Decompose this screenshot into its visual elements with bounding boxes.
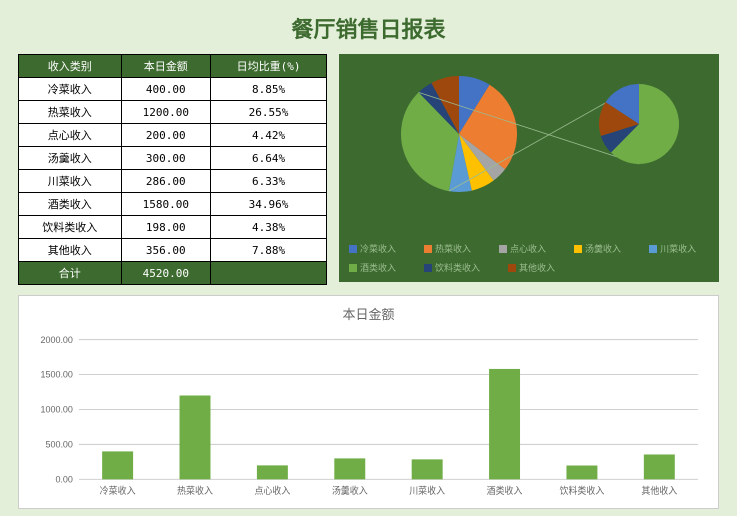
- legend-item: 汤羹收入: [574, 242, 621, 255]
- legend-label: 酒类收入: [360, 261, 396, 274]
- table-cell: 其他收入: [19, 239, 122, 262]
- table-row: 点心收入200.004.42%: [19, 124, 327, 147]
- bar: [102, 451, 133, 479]
- legend-label: 川菜收入: [660, 242, 696, 255]
- table-row: 饮料类收入198.004.38%: [19, 216, 327, 239]
- legend-swatch: [574, 245, 582, 253]
- svg-text:1000.00: 1000.00: [40, 404, 72, 414]
- table-cell: 酒类收入: [19, 193, 122, 216]
- table-cell: 200.00: [121, 124, 211, 147]
- table-cell: 7.88%: [211, 239, 327, 262]
- table-cell: 热菜收入: [19, 101, 122, 124]
- svg-text:其他收入: 其他收入: [641, 485, 677, 496]
- legend-item: 冷菜收入: [349, 242, 396, 255]
- bar: [180, 395, 211, 479]
- table-header: 日均比重(%): [211, 55, 327, 78]
- legend-label: 饮料类收入: [435, 261, 480, 274]
- bar: [257, 465, 288, 479]
- table-cell: 6.64%: [211, 147, 327, 170]
- table-cell: 汤羹收入: [19, 147, 122, 170]
- table-row: 其他收入356.007.88%: [19, 239, 327, 262]
- table-row: 酒类收入1580.0034.96%: [19, 193, 327, 216]
- legend-label: 冷菜收入: [360, 242, 396, 255]
- svg-text:冷菜收入: 冷菜收入: [100, 485, 136, 496]
- table-cell: 冷菜收入: [19, 78, 122, 101]
- legend-swatch: [508, 264, 516, 272]
- bar: [412, 459, 443, 479]
- table-row: 川菜收入286.006.33%: [19, 170, 327, 193]
- legend-item: 其他收入: [508, 261, 555, 274]
- legend-item: 点心收入: [499, 242, 546, 255]
- svg-text:0.00: 0.00: [55, 474, 72, 484]
- table-row: 汤羹收入300.006.64%: [19, 147, 327, 170]
- table-row: 冷菜收入400.008.85%: [19, 78, 327, 101]
- bar-chart-panel: 本日金额 0.00 500.00 1000.00 1500.00 2000.00 冷菜收入…: [18, 295, 719, 509]
- table-cell: 400.00: [121, 78, 211, 101]
- table-cell: 8.85%: [211, 78, 327, 101]
- svg-text:点心收入: 点心收入: [254, 485, 290, 496]
- table-cell: 198.00: [121, 216, 211, 239]
- svg-text:热菜收入: 热菜收入: [177, 485, 213, 496]
- legend-swatch: [424, 264, 432, 272]
- legend-item: 酒类收入: [349, 261, 396, 274]
- table-cell: 300.00: [121, 147, 211, 170]
- legend-swatch: [349, 264, 357, 272]
- svg-text:2000.00: 2000.00: [40, 335, 72, 345]
- legend-swatch: [424, 245, 432, 253]
- legend-item: 川菜收入: [649, 242, 696, 255]
- bar: [489, 369, 520, 479]
- table-cell: 饮料类收入: [19, 216, 122, 239]
- table-cell: 4.38%: [211, 216, 327, 239]
- legend-swatch: [499, 245, 507, 253]
- income-table: 收入类别本日金额日均比重(%) 冷菜收入400.008.85%热菜收入1200.…: [18, 54, 327, 285]
- svg-text:1500.00: 1500.00: [40, 369, 72, 379]
- table-cell: 4.42%: [211, 124, 327, 147]
- bar: [334, 458, 365, 479]
- table-cell: 4520.00: [121, 262, 211, 285]
- table-cell: 川菜收入: [19, 170, 122, 193]
- svg-text:川菜收入: 川菜收入: [409, 485, 445, 496]
- table-cell: 合计: [19, 262, 122, 285]
- page-title: 餐厅销售日报表: [0, 0, 737, 54]
- legend-label: 点心收入: [510, 242, 546, 255]
- svg-text:500.00: 500.00: [45, 439, 72, 449]
- bar-chart: 0.00 500.00 1000.00 1500.00 2000.00 冷菜收入 热菜收入 点…: [29, 329, 708, 509]
- legend-item: 热菜收入: [424, 242, 471, 255]
- table-header: 收入类别: [19, 55, 122, 78]
- table-cell: 6.33%: [211, 170, 327, 193]
- svg-text:饮料类收入: 饮料类收入: [559, 485, 604, 496]
- table-cell: 点心收入: [19, 124, 122, 147]
- table-cell: 356.00: [121, 239, 211, 262]
- legend-label: 其他收入: [519, 261, 555, 274]
- legend-item: 饮料类收入: [424, 261, 480, 274]
- svg-text:汤羹收入: 汤羹收入: [332, 485, 368, 496]
- legend-swatch: [349, 245, 357, 253]
- pie-legend: 冷菜收入 热菜收入 点心收入 汤羹收入 川菜收入酒类收入 饮料类收入 其他收入: [349, 242, 709, 274]
- table-header: 本日金额: [121, 55, 211, 78]
- svg-text:酒类收入: 酒类收入: [487, 485, 523, 496]
- table-cell: 1200.00: [121, 101, 211, 124]
- table-cell: 286.00: [121, 170, 211, 193]
- bar: [566, 466, 597, 480]
- bar-chart-title: 本日金额: [29, 304, 708, 323]
- table-cell: 1580.00: [121, 193, 211, 216]
- table-row: 热菜收入1200.0026.55%: [19, 101, 327, 124]
- legend-label: 汤羹收入: [585, 242, 621, 255]
- legend-swatch: [649, 245, 657, 253]
- pie-chart-panel: 冷菜收入 热菜收入 点心收入 汤羹收入 川菜收入酒类收入 饮料类收入 其他收入: [339, 54, 719, 282]
- table-cell: 26.55%: [211, 101, 327, 124]
- table-cell: [211, 262, 327, 285]
- table-total-row: 合计4520.00: [19, 262, 327, 285]
- bar: [644, 454, 675, 479]
- legend-label: 热菜收入: [435, 242, 471, 255]
- table-cell: 34.96%: [211, 193, 327, 216]
- pie-chart: [339, 54, 719, 224]
